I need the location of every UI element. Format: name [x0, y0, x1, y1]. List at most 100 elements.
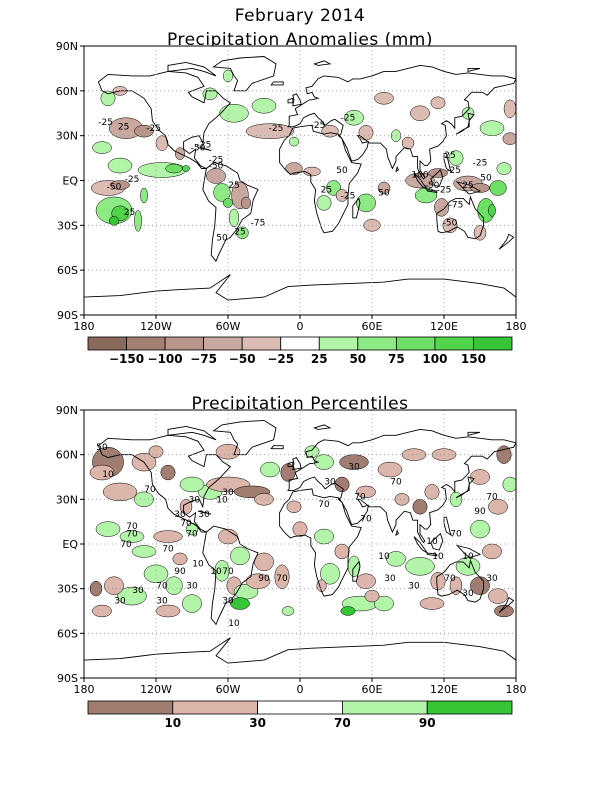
shaded-contour [320, 563, 340, 585]
contour-label: 10 [102, 470, 114, 480]
contour-label: -50 [191, 144, 206, 154]
contour-label: 90 [258, 574, 270, 584]
shaded-contour [104, 576, 124, 595]
contour-label: 30 [486, 574, 498, 584]
lat-tick-label: 60S [57, 627, 78, 640]
contour-label: -50 [107, 182, 122, 192]
colorbar-swatch [473, 336, 513, 351]
shaded-contour [502, 476, 516, 493]
shaded-contour [386, 551, 406, 567]
coastline [270, 81, 284, 86]
contour-label: -25 [311, 121, 326, 131]
lat-tick-label: EQ [62, 175, 78, 188]
colorbar-label: −50 [229, 352, 256, 366]
shaded-contour [131, 545, 157, 558]
coastline [498, 596, 515, 613]
coastline [270, 445, 284, 450]
contour-label: 10 [192, 559, 204, 569]
shaded-contour [274, 564, 290, 589]
shaded-contour [394, 493, 410, 506]
contour-label: 30 [462, 589, 474, 599]
shaded-contour [182, 594, 202, 613]
shaded-contour [172, 552, 188, 566]
contour-label: 50 [96, 443, 108, 453]
lat-tick-label: 30S [57, 583, 78, 596]
coastline [292, 457, 302, 471]
coastlines [84, 56, 516, 315]
shaded-contour [292, 521, 308, 537]
coastline [352, 197, 361, 219]
contour-label: -25 [437, 185, 452, 195]
shaded-contour [496, 162, 512, 175]
contour-label: -25 [197, 141, 212, 151]
coastline [212, 419, 277, 456]
contour-label: 10 [426, 537, 438, 547]
coastline [352, 560, 361, 582]
shaded-contour [410, 105, 430, 121]
shaded-contour [100, 90, 116, 107]
shaded-contour [419, 597, 445, 610]
shaded-contour [230, 597, 250, 610]
shaded-contour [134, 210, 142, 232]
contour-label: -25 [341, 191, 356, 201]
lon-tick-label: 0 [297, 683, 304, 696]
contour-label: 25 [234, 227, 245, 237]
contour-label: 10 [462, 552, 474, 562]
lon-tick-label: 120E [430, 683, 458, 696]
contour-label: 10 [210, 567, 222, 577]
shaded-contour [358, 124, 374, 141]
contour-label: -50 [209, 162, 224, 172]
coastline [443, 516, 453, 537]
shaded-contour [218, 528, 238, 545]
shaded-contour [214, 560, 230, 582]
shaded-contour [260, 461, 280, 478]
panel-anomalies-title: Precipitation Anomalies (mm) [167, 30, 433, 50]
colorbar-label: 70 [334, 716, 351, 730]
shaded-contour [153, 530, 183, 543]
lat-tick-label: 90S [57, 672, 78, 685]
panel-percentiles-title: Precipitation Percentiles [191, 394, 409, 414]
contour-label: 70 [450, 530, 462, 540]
colorbar-swatch [172, 700, 259, 715]
shaded-contour [401, 448, 427, 461]
shaded-contour [288, 136, 300, 147]
coastline [426, 188, 438, 194]
shaded-contour [479, 120, 505, 136]
shaded-contour [286, 500, 302, 513]
coastline [287, 428, 516, 544]
shaded-contour [489, 180, 507, 196]
colorbar-swatch [426, 700, 513, 715]
lon-tick-label: 60E [362, 320, 383, 333]
shaded-contour [254, 552, 274, 572]
shaded-contour [401, 136, 415, 150]
shaded-contour [182, 165, 190, 172]
coastline [455, 544, 482, 558]
contour-label: -75 [251, 218, 266, 228]
shaded-contour [95, 521, 121, 537]
colorbar-swatch [434, 336, 474, 351]
colorbar-swatch [280, 336, 320, 351]
shaded-contour [219, 104, 249, 123]
shaded-contour [434, 198, 450, 217]
coastline [426, 552, 438, 557]
contour-label: 30 [189, 495, 201, 505]
contour-label: 70 [120, 540, 132, 550]
shaded-contour [117, 586, 147, 606]
contour-label: 30 [198, 510, 210, 520]
colorbar-label: −25 [267, 352, 294, 366]
shaded-contour [134, 124, 154, 138]
contour-label: 30 [132, 586, 144, 596]
contour-label: 10 [378, 552, 390, 562]
lat-tick-label: EQ [62, 538, 78, 551]
map-panel-anomalies: -25 25 -25-25-25-5025-50-25-5025-752550-25… [56, 40, 527, 366]
contour-label: 70 [444, 574, 456, 584]
contour-label: 50 [378, 188, 390, 198]
colorbar-swatch [257, 700, 343, 715]
colorbar-swatch [87, 700, 174, 715]
contour-label: 70 [186, 530, 198, 540]
contour-label: 30 [114, 597, 126, 607]
contour-label: -25 [473, 159, 488, 169]
shaded-contour [213, 183, 231, 202]
